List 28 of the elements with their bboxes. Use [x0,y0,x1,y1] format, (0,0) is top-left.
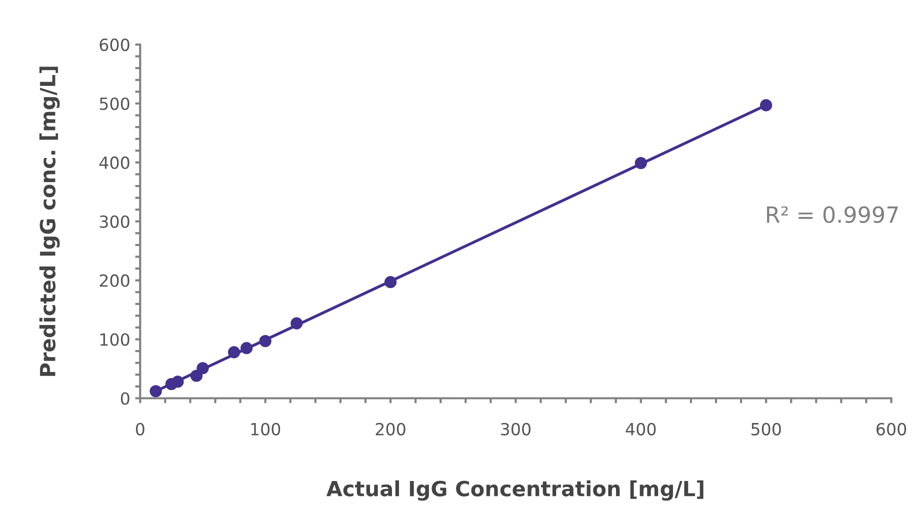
point [634,156,647,170]
point [196,362,209,374]
point [290,317,303,330]
x-tick-label: 600 [876,422,906,436]
y-tick-label: 500 [100,97,130,110]
point [150,385,162,398]
y-tick-label: 300 [100,215,130,228]
annotation: R² = 0.9997 [767,206,898,224]
x-tick-label: 300 [501,422,531,436]
y-tick-label: 0 [120,392,130,405]
point [190,370,203,382]
y-tick-label: 400 [99,156,130,170]
point [760,99,772,112]
x-tick-label: 200 [376,422,406,436]
y-tick-label: 200 [100,274,130,287]
x-axis-title: Actual IgG Concentration [mg/L] [326,480,704,501]
y-tick-label: 600 [100,38,130,52]
x-tick-label: 100 [251,422,280,436]
x-tick-label: 500 [751,422,781,436]
point [259,334,272,348]
x-tick-label: 400 [626,422,656,436]
point [384,276,397,288]
point [228,346,240,358]
y-axis-title: Predicted IgG conc. [mg/L] [39,66,60,376]
y-tick-label: 100 [100,333,130,346]
point [172,376,184,388]
x-tick-label: 0 [136,422,144,436]
point [240,342,253,354]
